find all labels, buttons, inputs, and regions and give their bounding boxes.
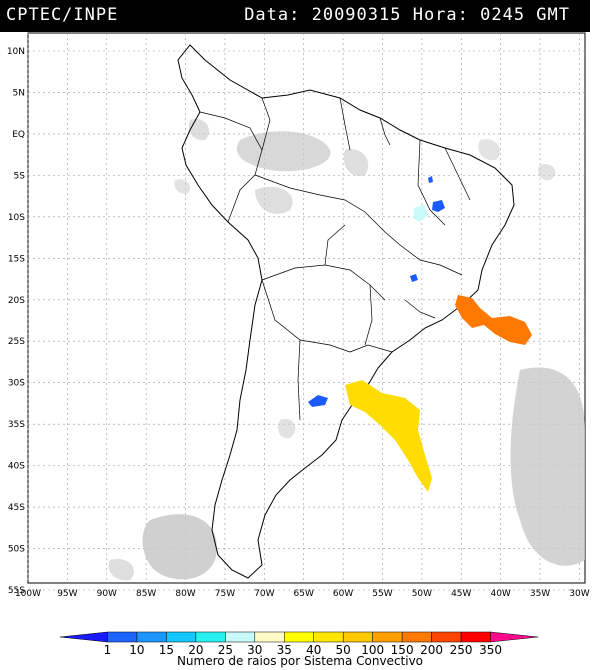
lon-label: 100W xyxy=(15,589,41,599)
lon-label: 95W xyxy=(57,589,77,599)
lat-label: 5N xyxy=(13,88,25,98)
lon-label: 40W xyxy=(490,589,510,599)
color-scale-tick: 35 xyxy=(277,643,292,657)
lat-label: 15S xyxy=(8,254,25,264)
lightning-cell-blue-1 xyxy=(308,395,328,407)
lightning-cell-yellow xyxy=(345,380,432,492)
color-scale-swatch xyxy=(59,631,108,643)
color-scale-swatch xyxy=(166,631,197,643)
lat-label: EQ xyxy=(12,130,25,140)
title-bar: CPTEC/INPE Data: 20090315 Hora: 0245 GMT xyxy=(0,0,590,32)
lon-label: 45W xyxy=(451,589,471,599)
lat-label: 55S xyxy=(8,586,25,596)
color-scale-swatch xyxy=(460,631,491,643)
lat-label: 30S xyxy=(8,379,25,389)
color-scale-swatch xyxy=(313,631,344,643)
lightning-cell-cyan xyxy=(413,205,428,222)
lon-label: 65W xyxy=(294,589,314,599)
lightning-cell-orange xyxy=(455,295,532,345)
lon-label: 35W xyxy=(530,589,550,599)
lightning-map: 10N5NEQ5S10S15S20S25S30S35S40S45S50S55S … xyxy=(7,32,590,599)
lat-label: 25S xyxy=(8,337,25,347)
color-scale-swatch xyxy=(107,631,138,643)
lat-label: 20S xyxy=(8,296,25,306)
lat-label: 50S xyxy=(8,545,25,555)
color-scale-swatch xyxy=(284,631,314,643)
continent-outline xyxy=(177,44,515,579)
color-scale-swatch xyxy=(225,631,256,643)
color-scale-tick: 150 xyxy=(391,643,414,657)
color-scale-swatch xyxy=(490,631,539,643)
color-scale-swatch xyxy=(195,631,226,643)
country-borders xyxy=(199,97,471,421)
color-scale-tick: 15 xyxy=(159,643,174,657)
color-scale-swatch xyxy=(372,631,403,643)
lon-label: 50W xyxy=(412,589,432,599)
latitude-labels: 10N 5N EQ 5S 10S 15S 20S 25S 30S 35S 40S 45S 50S 55S xyxy=(7,47,25,596)
lon-label: 55W xyxy=(372,589,392,599)
source-label: CPTEC/INPE xyxy=(6,5,119,25)
lat-label: 10S xyxy=(8,213,25,223)
lon-label: 30W xyxy=(569,589,589,599)
color-scale-tick: 25 xyxy=(218,643,233,657)
color-scale-tick: 350 xyxy=(479,643,502,657)
color-scale-tick: 30 xyxy=(247,643,262,657)
color-scale-swatch xyxy=(431,631,462,643)
color-scale-tick: 50 xyxy=(336,643,351,657)
lightning-cell-blue-3 xyxy=(410,274,418,282)
color-scale: 1 10 15 20 25 30 35 40 50 100 150 200 250 350 Numero … xyxy=(59,631,539,668)
lat-label: 40S xyxy=(8,462,25,472)
color-scale-tick: 250 xyxy=(450,643,473,657)
longitude-labels: 100W 95W 90W 85W 80W 75W 70W 65W 60W 55W 50W 45W 40W… xyxy=(15,589,590,599)
lon-label: 70W xyxy=(254,589,274,599)
color-scale-tick: 200 xyxy=(420,643,443,657)
lightning-cells xyxy=(308,176,532,492)
color-scale-swatch xyxy=(401,631,432,643)
cloud-cover xyxy=(108,119,585,581)
lon-label: 90W xyxy=(97,589,117,599)
lat-label: 45S xyxy=(8,503,25,513)
color-scale-tick-labels: 1 10 15 20 25 30 35 40 50 100 150 200 250 350 xyxy=(104,643,502,657)
lat-label: 5S xyxy=(14,171,26,181)
color-scale-swatch xyxy=(254,631,285,643)
lon-label: 80W xyxy=(175,589,195,599)
color-scale-bar xyxy=(59,631,539,643)
color-scale-tick: 1 xyxy=(104,643,112,657)
color-scale-tick: 10 xyxy=(129,643,144,657)
lon-label: 85W xyxy=(136,589,156,599)
lightning-cell-blue-2 xyxy=(432,200,445,212)
lat-label: 35S xyxy=(8,420,25,430)
color-scale-title: Numero de raios por Sistema Convectivo xyxy=(177,654,423,668)
lon-label: 75W xyxy=(215,589,235,599)
color-scale-tick: 20 xyxy=(188,643,203,657)
lon-label: 60W xyxy=(333,589,353,599)
map-frame xyxy=(27,32,586,584)
color-scale-tick: 40 xyxy=(306,643,321,657)
color-scale-tick: 100 xyxy=(361,643,384,657)
lat-lon-grid xyxy=(27,33,585,591)
date-time-label: Data: 20090315 Hora: 0245 GMT xyxy=(244,5,570,25)
lat-label: 10N xyxy=(7,47,25,57)
color-scale-swatch xyxy=(342,631,373,643)
lightning-cell-blue-4 xyxy=(428,176,433,183)
color-scale-swatch xyxy=(136,631,167,643)
